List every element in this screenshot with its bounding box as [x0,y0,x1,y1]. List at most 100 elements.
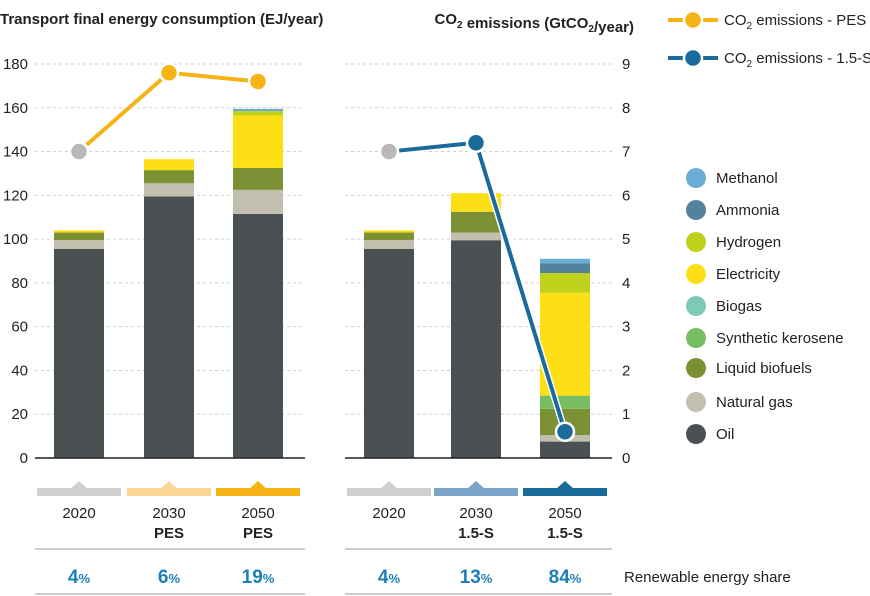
legend-fuel-label: Methanol [716,170,778,187]
legend-swatch [686,264,706,284]
legend-fuel-label: Ammonia [716,202,780,219]
y-right-tick-label: 3 [622,319,630,336]
renewable-share-value: 13% [460,567,493,588]
co2-point [554,421,576,442]
right-axis-title: CO2 emissions (GtCO2/year) [434,11,634,36]
legend-swatch [686,296,706,316]
legend-fuel-label: Liquid biofuels [716,360,812,377]
bar-segment-synthetic-kerosene [540,395,590,409]
year-tab [347,488,431,496]
co2-point [68,141,90,162]
bar-segment-liquid-biofuels [54,232,104,241]
bars-layer [54,108,590,458]
scenario-label: PES [154,525,184,542]
bar-segment-liquid-biofuels [233,167,283,190]
legend-fuel-label: Synthetic kerosene [716,330,844,347]
y-right-tick-label: 2 [622,362,630,379]
bar-segment-liquid-biofuels [451,211,501,233]
bottom-labels: 2020 4% 2030 PES 6% 2050 PES 19% 2020 4% 2030 1.5-S… [35,481,791,595]
year-tab [216,488,300,496]
y-left-tick-label: 80 [11,275,28,292]
legend-swatch [686,392,706,412]
scenario-label: PES [243,525,273,542]
year-tab-pointer [556,481,574,489]
legend-fuel-label: Natural gas [716,394,793,411]
bar-segment-electricity [144,159,194,171]
legend-swatch [686,328,706,348]
co2-line-pes [77,70,259,154]
bar-segment-methanol [540,258,590,264]
renewable-share-label: Renewable energy share [624,569,791,586]
y-right-tick-label: 7 [622,144,630,161]
bar-segment-liquid-biofuels [364,232,414,241]
y-left-tick-label: 140 [3,144,28,161]
y-right-tick-label: 5 [622,231,630,248]
year-label: 2020 [372,505,405,522]
bar-segment-natural-gas [54,240,104,249]
bar-segment-hydrogen [540,273,590,293]
legend-fuel-label: Biogas [716,298,762,315]
left-axis-title: Transport final energy consumption (EJ/y… [0,11,323,28]
bar-segment-natural-gas [451,232,501,241]
bar-segment-oil [144,196,194,458]
legend: CO2 emissions - PES CO2 emissions - 1.5-S… [668,9,870,444]
co2-point [158,62,180,84]
y-right-tick-label: 1 [622,406,630,423]
y-right-tick-label: 6 [622,187,630,204]
year-label: 2030 [152,505,185,522]
legend-line-marker [682,9,704,31]
bar-segment-ammonia [540,263,590,274]
y-left-tick-label: 120 [3,187,28,204]
y-left-tick-label: 160 [3,100,28,117]
legend-series-label: CO2 emissions - PES [724,12,866,32]
year-tab-pointer [70,481,88,489]
y-left-tick-label: 40 [11,362,28,379]
bar-segment-hydrogen [233,111,283,116]
year-tab-pointer [467,481,485,489]
co2-point [465,132,487,154]
legend-fuel-label: Oil [716,426,734,443]
bar-segment-oil [54,248,104,458]
y-right-tick-label: 8 [622,100,630,117]
bar-segment-natural-gas [144,183,194,197]
bar-segment-electricity [233,115,283,168]
co2-point [247,71,269,92]
bar-segment-oil [364,248,414,458]
bar-segment-natural-gas [233,189,283,214]
legend-swatch [686,232,706,252]
y-right-tick-label: 9 [622,56,630,73]
legend-swatch [686,168,706,188]
year-tab-pointer [249,481,267,489]
year-tab [37,488,121,496]
legend-series-label: CO2 emissions - 1.5-S [724,50,870,70]
bar-segment-electricity [451,193,501,212]
y-left-tick-label: 0 [20,450,28,467]
renewable-share-value: 19% [242,567,275,588]
legend-fuel-label: Electricity [716,266,781,283]
bar-segment-oil [233,213,283,458]
y-left-tick-label: 60 [11,319,28,336]
year-label: 2050 [241,505,274,522]
y-right-tick-label: 4 [622,275,630,292]
year-tab [523,488,607,496]
renewable-share-value: 4% [68,567,91,588]
bar-segment-electricity [364,230,414,233]
co2-point [378,141,400,162]
y-left-tick-label: 180 [3,56,28,73]
scenario-label: 1.5-S [458,525,494,542]
renewable-share-value: 6% [158,567,181,588]
legend-swatch [686,358,706,378]
bar-segment-oil [540,441,590,458]
bar-segment-methanol [233,108,283,112]
year-tab [434,488,518,496]
co2-line-halo [76,69,259,155]
bar-segment-natural-gas [364,240,414,249]
year-tab-pointer [160,481,178,489]
bar-segment-oil [451,240,501,458]
year-label: 2030 [459,505,492,522]
legend-swatch [686,200,706,220]
legend-line-marker [682,47,704,69]
legend-fuel-label: Hydrogen [716,234,781,251]
bar-segment-electricity [54,230,104,233]
